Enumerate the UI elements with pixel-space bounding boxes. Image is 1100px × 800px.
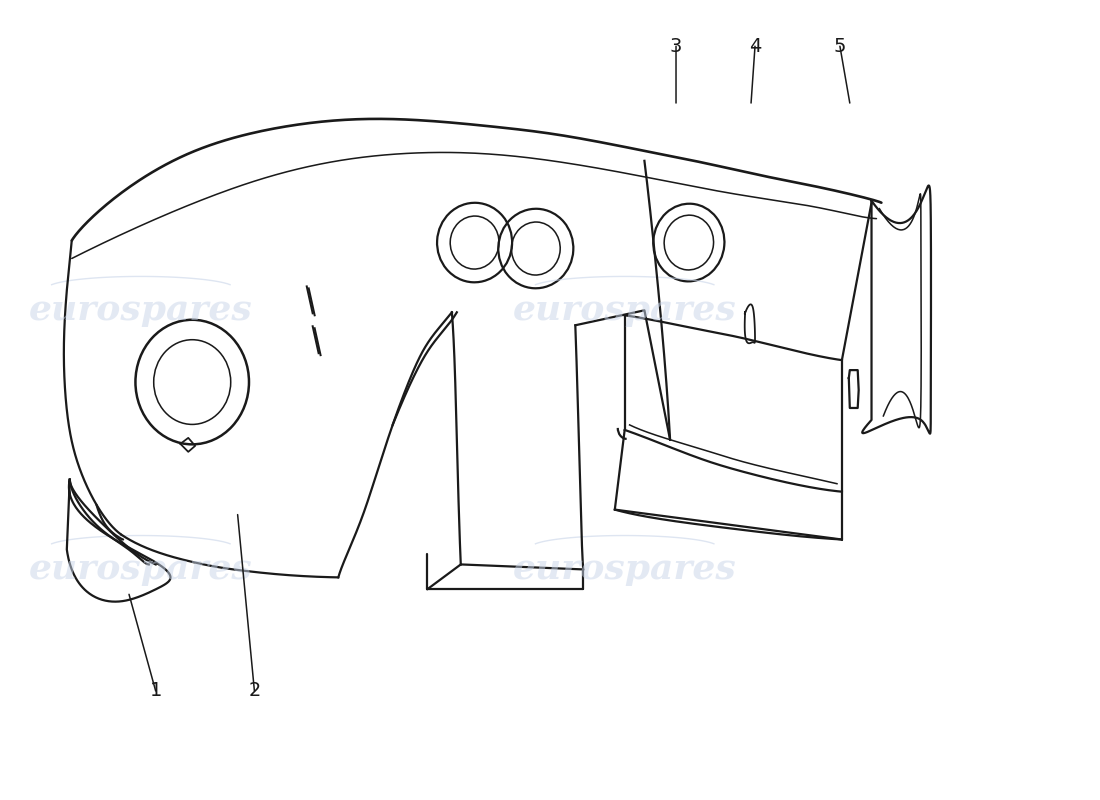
Text: 1: 1 — [150, 682, 162, 701]
Text: 4: 4 — [749, 37, 761, 56]
Text: 3: 3 — [670, 37, 682, 56]
Text: eurospares: eurospares — [29, 553, 253, 586]
Text: eurospares: eurospares — [29, 294, 253, 327]
Polygon shape — [871, 201, 931, 428]
Text: eurospares: eurospares — [513, 294, 737, 327]
Text: 5: 5 — [834, 37, 846, 56]
Text: eurospares: eurospares — [513, 553, 737, 586]
Polygon shape — [67, 480, 170, 602]
Text: 2: 2 — [249, 682, 261, 701]
